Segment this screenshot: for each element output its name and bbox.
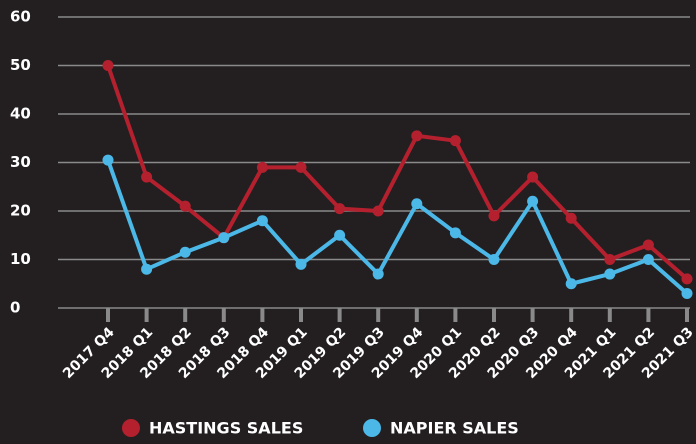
y-tick-label: 30	[10, 153, 31, 171]
point	[449, 227, 461, 239]
point	[295, 161, 307, 173]
y-tick-label: 20	[10, 202, 31, 220]
y-tick-label: 60	[10, 8, 31, 26]
point	[218, 232, 230, 244]
point	[642, 254, 654, 265]
point	[681, 287, 693, 299]
point	[141, 263, 153, 275]
point	[372, 268, 384, 280]
point	[295, 258, 307, 270]
point	[527, 195, 539, 207]
point	[256, 215, 268, 227]
legend-label: HASTINGS SALES	[149, 419, 303, 438]
point	[334, 229, 346, 241]
point	[565, 278, 577, 290]
series-line	[106, 64, 689, 281]
point	[527, 171, 539, 183]
y-tick-label: 10	[10, 250, 31, 268]
point	[102, 154, 114, 166]
point	[488, 254, 500, 265]
y-tick-label: 50	[10, 56, 31, 74]
point	[179, 200, 191, 212]
point	[256, 161, 268, 173]
legend-swatch	[363, 419, 381, 437]
point	[334, 203, 346, 215]
point	[681, 273, 693, 285]
point	[141, 171, 153, 183]
point	[488, 210, 500, 222]
legend-swatch	[122, 419, 140, 437]
point	[179, 246, 191, 258]
point	[102, 60, 114, 71]
point	[642, 239, 654, 251]
series-line	[106, 159, 689, 295]
point	[372, 205, 384, 217]
point	[411, 198, 423, 210]
point	[604, 268, 616, 280]
y-tick-label: 0	[10, 299, 20, 317]
point	[565, 212, 577, 224]
legend-label: NAPIER SALES	[390, 419, 519, 438]
y-tick-label: 40	[10, 105, 31, 123]
point	[604, 254, 616, 265]
point	[411, 130, 423, 142]
point	[449, 135, 461, 147]
